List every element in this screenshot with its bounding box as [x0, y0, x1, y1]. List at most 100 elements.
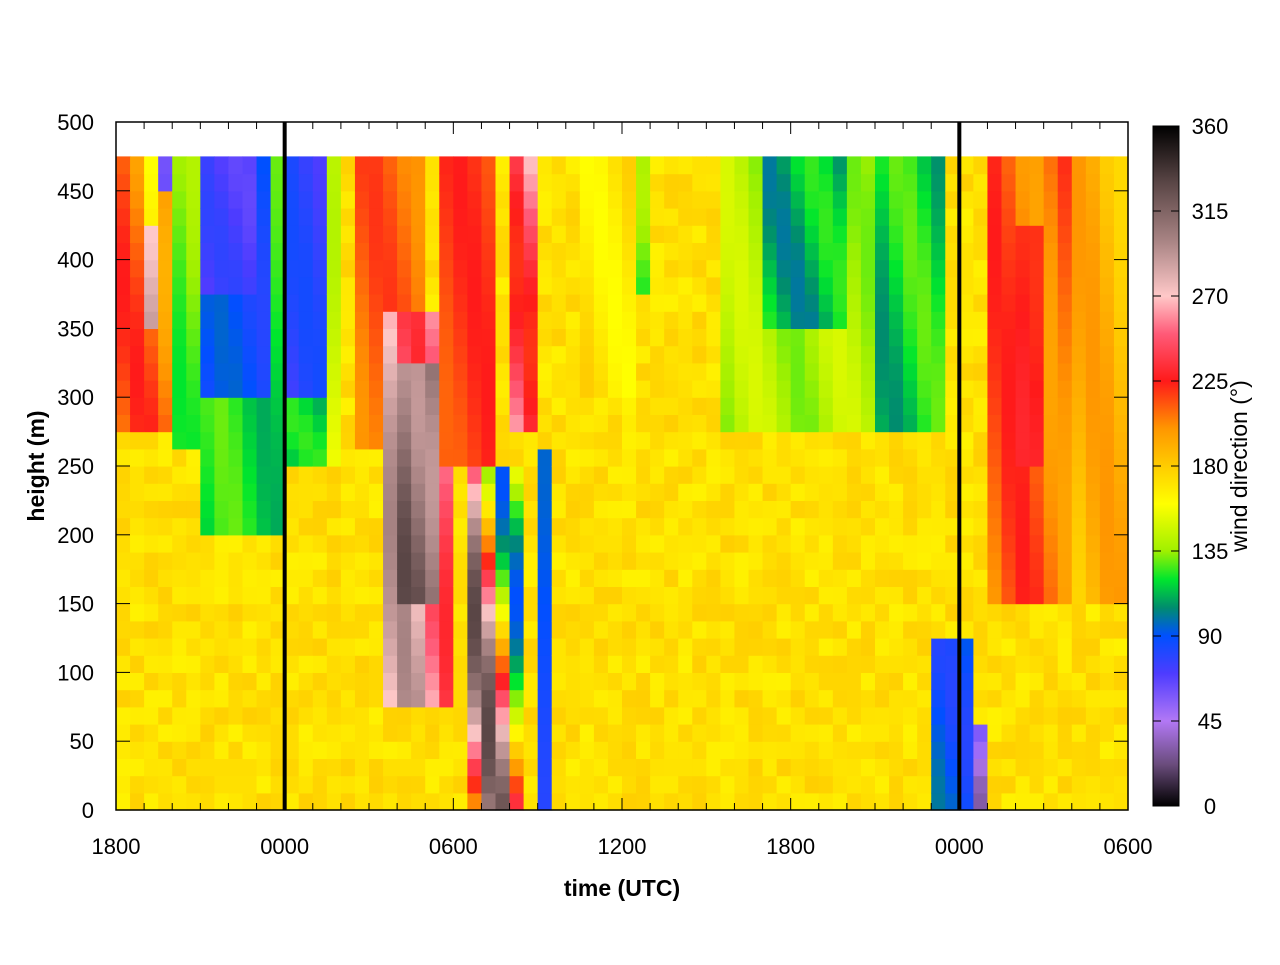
heatmap-cell: [593, 620, 609, 639]
heatmap-cell: [875, 414, 890, 433]
heatmap-cell: [467, 655, 483, 673]
heatmap-cell: [607, 448, 623, 467]
heatmap-cell: [242, 190, 258, 209]
heatmap-cell: [369, 190, 384, 209]
heatmap-cell: [931, 552, 946, 570]
heatmap-cell: [804, 276, 820, 295]
heatmap-cell: [158, 792, 173, 811]
heatmap-cell: [284, 741, 300, 759]
heatmap-cell: [636, 534, 651, 553]
heatmap-cell: [846, 380, 862, 398]
heatmap-cell: [481, 552, 497, 570]
heatmap-cell: [312, 448, 328, 467]
heatmap-cell: [242, 741, 258, 759]
heatmap-cell: [846, 672, 862, 691]
heatmap-cell: [917, 672, 932, 691]
heatmap-cell: [945, 208, 960, 226]
heatmap-cell: [607, 672, 623, 691]
heatmap-cell: [959, 792, 974, 811]
heatmap-cell: [1099, 534, 1115, 553]
heatmap-cell: [284, 706, 300, 725]
heatmap-cell: [607, 689, 623, 708]
heatmap-cell: [622, 242, 637, 261]
heatmap-cell: [425, 190, 440, 209]
heatmap-cell: [1001, 225, 1017, 243]
heatmap-cell: [846, 311, 862, 329]
heatmap-cell: [875, 552, 890, 570]
heatmap-cell: [678, 242, 693, 261]
heatmap-cell: [270, 500, 286, 519]
heatmap-cell: [1099, 431, 1115, 450]
heatmap-cell: [158, 534, 173, 553]
heatmap-cell: [256, 724, 272, 742]
heatmap-cell: [130, 534, 145, 553]
heatmap-cell: [973, 156, 989, 175]
heatmap-cell: [509, 448, 525, 467]
heatmap-cell: [158, 397, 173, 415]
heatmap-cell: [636, 242, 651, 261]
heatmap-cell: [172, 242, 187, 261]
heatmap-cell: [326, 724, 342, 742]
heatmap-cell: [818, 466, 834, 484]
heatmap-cell: [832, 448, 848, 467]
heatmap-cell: [931, 225, 946, 243]
heatmap-cell: [1071, 294, 1087, 312]
heatmap-cell: [776, 655, 792, 673]
heatmap-cell: [790, 208, 806, 226]
heatmap-cell: [762, 156, 778, 175]
heatmap-cell: [650, 689, 665, 708]
heatmap-cell: [537, 775, 553, 794]
heatmap-cell: [383, 259, 398, 278]
heatmap-cell: [804, 483, 820, 501]
heatmap-cell: [818, 328, 834, 347]
heatmap-cell: [973, 328, 989, 347]
heatmap-cell: [622, 483, 637, 501]
heatmap-cell: [1113, 638, 1129, 656]
heatmap-cell: [720, 397, 736, 415]
heatmap-cell: [397, 758, 412, 777]
heatmap-cell: [495, 517, 511, 536]
heatmap-cell: [917, 689, 932, 708]
heatmap-cell: [200, 775, 215, 794]
heatmap-cell: [931, 724, 946, 742]
heatmap-cell: [987, 362, 1003, 381]
heatmap-cell: [439, 242, 454, 261]
heatmap-cell: [1113, 311, 1129, 329]
heatmap-cell: [1043, 483, 1059, 501]
heatmap-cell: [326, 483, 342, 501]
heatmap-cell: [692, 672, 707, 691]
heatmap-cell: [903, 603, 918, 622]
heatmap-cell: [762, 483, 778, 501]
heatmap-cell: [200, 466, 215, 484]
heatmap-cell: [284, 208, 300, 226]
heatmap-cell: [607, 655, 623, 673]
heatmap-cell: [453, 328, 468, 347]
heatmap-cell: [397, 156, 412, 175]
heatmap-cell: [650, 517, 665, 536]
heatmap-cell: [579, 672, 595, 691]
heatmap-cell: [607, 620, 623, 639]
heatmap-cell: [397, 689, 412, 708]
heatmap-cell: [720, 483, 736, 501]
heatmap-cell: [495, 552, 511, 570]
heatmap-cell: [298, 534, 314, 553]
heatmap-cell: [1099, 689, 1115, 708]
heatmap-cell: [397, 362, 412, 381]
heatmap-cell: [144, 792, 159, 811]
heatmap-cell: [678, 552, 693, 570]
heatmap-cell: [565, 294, 581, 312]
heatmap-cell: [664, 328, 679, 347]
heatmap-cell: [860, 534, 876, 553]
heatmap-cell: [1029, 534, 1045, 553]
heatmap-cell: [425, 259, 440, 278]
heatmap-cell: [495, 569, 511, 587]
heatmap-cell: [298, 397, 314, 415]
y-axis-title: height (m): [23, 410, 49, 521]
heatmap-cell: [130, 724, 145, 742]
heatmap-cell: [875, 724, 890, 742]
heatmap-cell: [242, 724, 258, 742]
heatmap-cell: [622, 534, 637, 553]
heatmap-cell: [383, 225, 398, 243]
heatmap-cell: [959, 208, 974, 226]
heatmap-cell: [172, 156, 187, 175]
